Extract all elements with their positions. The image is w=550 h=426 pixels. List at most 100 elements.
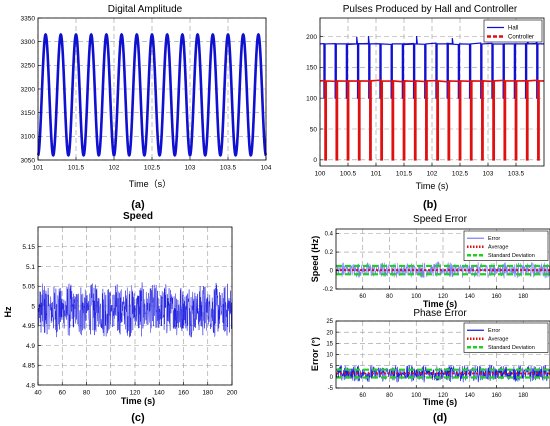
x-tick-label: 100.5: [340, 171, 357, 178]
x-tick-label: 160: [178, 390, 189, 397]
y-tick-label: 3200: [21, 86, 36, 93]
legend-label: Controller: [508, 35, 534, 41]
y-tick-label: 3150: [21, 110, 36, 117]
chart-d1-ylabel: Speed (Hz): [310, 236, 320, 283]
x-tick-label: 100: [315, 171, 326, 178]
y-tick-label: 15: [326, 341, 333, 347]
x-tick-label: 102: [109, 165, 120, 172]
chart-panel-a: Digital Amplitude 101 101.5 102 102.5 103 103…: [21, 4, 272, 211]
y-tick-label: 0.2: [325, 250, 334, 256]
y-tick-label: 3300: [21, 39, 36, 46]
chart-c-ylabel: Hz: [3, 306, 13, 317]
x-tick-label: 60: [359, 294, 366, 300]
legend-box: [463, 322, 549, 353]
legend-label: Average: [488, 245, 508, 251]
legend-label: Standard Deviation: [488, 345, 535, 351]
x-tick-label: 120: [438, 393, 449, 399]
x-tick-label: 104: [261, 165, 272, 172]
x-tick-label: 80: [83, 390, 91, 397]
y-tick-label: 4.8: [26, 382, 35, 389]
x-tick-label: 180: [518, 393, 529, 399]
x-tick-label: 140: [465, 294, 476, 300]
x-tick-label: 100: [411, 393, 422, 399]
chart-b-xlabel: Time (s): [416, 181, 449, 191]
chart-d2-xlabel: Time (s): [423, 397, 457, 407]
y-tick-label: 150: [306, 65, 317, 72]
y-tick-label: 4.95: [22, 323, 35, 330]
x-tick-label: 103.5: [508, 171, 525, 178]
chart-d2-title: Phase Error: [413, 308, 467, 319]
x-tick-label: 140: [154, 390, 165, 397]
legend-label: Error: [488, 328, 500, 334]
y-tick-label: 5: [31, 303, 35, 310]
legend-label: Average: [488, 337, 508, 343]
series-line-error: [335, 260, 550, 279]
x-tick-label: 100: [105, 390, 116, 397]
legend-label: Standard Deviation: [488, 253, 535, 259]
chart-c-xlabel: Time (s): [121, 396, 155, 406]
y-tick-label: 50: [310, 126, 318, 133]
legend-label: Hall: [508, 26, 518, 32]
x-tick-label: 103: [185, 165, 196, 172]
y-tick-label: 4.85: [22, 363, 35, 370]
y-tick-label: 100: [306, 95, 317, 102]
series-line-speed: [37, 282, 233, 338]
y-tick-label: -0.2: [323, 287, 334, 293]
y-tick-label: 5.05: [22, 284, 35, 291]
y-tick-label: 5: [330, 364, 334, 370]
legend-box: [483, 19, 543, 43]
y-tick-label: 4.9: [26, 343, 35, 350]
x-tick-label: 80: [386, 393, 393, 399]
chart-a-xlabel: Time（s）: [129, 179, 171, 189]
x-tick-label: 200: [227, 390, 238, 397]
chart-d2-ylabel: Error (°): [310, 337, 320, 371]
chart-panel-c: Speed 40 60 80 100 120 140 160 180 200 4.8 4.85 4.…: [3, 211, 238, 424]
y-tick-label: 20: [326, 330, 333, 336]
y-tick-label: 10: [326, 353, 333, 359]
legend-label: Error: [488, 236, 500, 242]
x-tick-label: 103.5: [220, 165, 237, 172]
x-tick-label: 160: [491, 393, 502, 399]
y-tick-label: 200: [306, 34, 317, 41]
chart-a-title: Digital Amplitude: [108, 4, 183, 15]
x-tick-label: 180: [518, 294, 529, 300]
x-tick-label: 101.5: [396, 171, 413, 178]
chart-b-panel-label: (b): [423, 199, 437, 211]
y-tick-label: 0.4: [325, 232, 334, 238]
y-tick-label: 0: [330, 375, 334, 381]
chart-b-title: Pulses Produced by Hall and Controller: [343, 4, 518, 15]
chart-panel-d2: Phase Error 60 80 100 120 140 160 180 -5 0 5 10 15…: [310, 308, 550, 424]
y-tick-label: 0: [330, 269, 334, 275]
y-tick-label: 3250: [21, 63, 36, 70]
series-line-amplitude: [36, 32, 268, 157]
x-tick-label: 101: [371, 171, 382, 178]
x-tick-label: 101: [33, 165, 44, 172]
x-tick-label: 102: [427, 171, 438, 178]
chart-d1-xlabel: Time (s): [423, 299, 457, 309]
chart-a-panel-label: (a): [131, 199, 145, 211]
x-tick-label: 180: [202, 390, 213, 397]
x-tick-label: 102.5: [144, 165, 161, 172]
chart-d1-title: Speed Error: [413, 214, 468, 225]
chart-d2-panel-label: (d): [433, 412, 447, 424]
y-tick-label: 3350: [21, 15, 36, 22]
y-tick-label: 0: [313, 157, 317, 164]
series-line-error: [335, 364, 550, 383]
x-tick-label: 160: [491, 294, 502, 300]
x-tick-label: 40: [34, 390, 42, 397]
x-tick-label: 102.5: [452, 171, 469, 178]
y-tick-label: 5.15: [22, 244, 35, 251]
legend-box: [463, 230, 549, 261]
x-tick-label: 103: [483, 171, 494, 178]
x-tick-label: 120: [438, 294, 449, 300]
chart-c-title: Speed: [123, 211, 153, 222]
x-tick-label: 60: [59, 390, 67, 397]
chart-panel-b: Pulses Produced by Hall and Controller 1…: [306, 4, 545, 211]
x-tick-label: 120: [130, 390, 141, 397]
series-line-controller: [319, 79, 544, 161]
y-tick-label: 3100: [21, 134, 36, 141]
x-tick-label: 80: [386, 294, 393, 300]
y-tick-label: -5: [328, 386, 334, 392]
y-tick-label: 5.1: [26, 264, 35, 271]
